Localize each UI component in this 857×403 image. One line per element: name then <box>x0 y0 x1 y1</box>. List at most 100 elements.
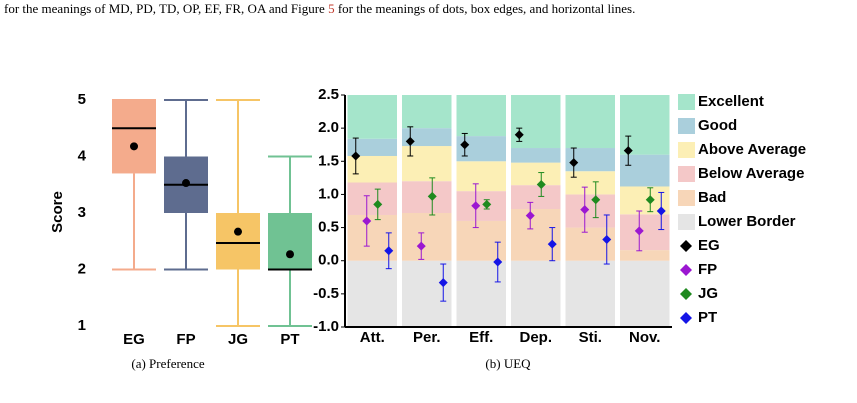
legend-marker <box>680 312 692 324</box>
benchmark-band <box>347 182 397 215</box>
y-tick-label: 2 <box>78 260 86 277</box>
mean <box>182 179 190 188</box>
x-tick-label: JG <box>228 331 248 348</box>
mean-marker <box>416 241 426 251</box>
y-tick-label: 1.5 <box>318 152 339 169</box>
mean-marker <box>547 239 557 249</box>
mean-marker <box>362 216 372 226</box>
legend-swatch <box>678 214 695 230</box>
x-tick-label: Nov. <box>629 329 660 346</box>
benchmark-band <box>511 185 561 210</box>
y-tick-label: 0.5 <box>318 219 339 236</box>
y-tick-label: -1.0 <box>313 318 339 335</box>
benchmark-band <box>402 146 452 182</box>
legend-label: JG <box>698 285 718 302</box>
benchmark-band <box>511 162 561 186</box>
x-tick-label: Att. <box>360 329 385 346</box>
caption: (b) UEQ <box>485 356 531 371</box>
x-tick-label: Per. <box>413 329 441 346</box>
y-tick-label: 1.0 <box>318 185 339 202</box>
benchmark-band <box>402 212 452 261</box>
legend-label: Bad <box>698 189 726 206</box>
y-tick-label: 2.5 <box>318 86 339 103</box>
benchmark-band <box>347 155 397 183</box>
mean-marker <box>427 191 437 201</box>
mean-marker <box>373 199 383 209</box>
benchmark-band <box>620 260 670 327</box>
y-tick-label: -0.5 <box>313 285 339 302</box>
mean-marker <box>482 199 492 209</box>
legend-label: Above Average <box>698 141 806 158</box>
benchmark-band <box>620 250 670 261</box>
benchmark-band <box>511 260 561 327</box>
mean-marker <box>438 278 448 288</box>
legend-swatch <box>678 118 695 134</box>
benchmark-band <box>456 191 506 221</box>
legend-label: Good <box>698 117 737 134</box>
benchmark-band <box>456 260 506 327</box>
mean-marker <box>384 246 394 256</box>
benchmark-band <box>565 148 615 172</box>
x-tick-label: EG <box>123 331 145 348</box>
mean-marker <box>645 195 655 205</box>
mean-marker <box>602 235 612 245</box>
benchmark-band <box>511 209 561 261</box>
benchmark-band <box>565 260 615 327</box>
y-tick-label: 0.0 <box>318 252 339 269</box>
benchmark-band <box>456 95 506 137</box>
benchmark-band <box>620 154 670 187</box>
mean-marker <box>569 158 579 168</box>
x-tick-label: FP <box>176 331 195 348</box>
mean-marker <box>634 226 644 236</box>
figure-ref[interactable]: 5 <box>328 1 335 16</box>
benchmark-band <box>565 227 615 261</box>
caption: (a) Preference <box>131 356 204 371</box>
mean-marker <box>536 179 546 189</box>
mean-marker <box>460 140 470 150</box>
legend-marker <box>680 264 692 276</box>
benchmark-band <box>620 214 670 251</box>
benchmark-band <box>565 194 615 228</box>
mean-marker <box>351 151 361 161</box>
y-tick-label: 1 <box>78 317 86 334</box>
legend-label: PT <box>698 309 717 326</box>
header-before: for the meanings of MD, PD, TD, OP, EF, … <box>4 1 328 16</box>
legend-label: Excellent <box>698 93 764 110</box>
y-tick-label: 5 <box>78 91 86 108</box>
legend-label: FP <box>698 261 717 278</box>
mean-marker <box>471 201 481 211</box>
benchmark-band <box>347 260 397 327</box>
benchmark-band <box>402 181 452 213</box>
x-tick-label: PT <box>280 331 299 348</box>
legend-marker <box>680 240 692 252</box>
mean-marker <box>525 211 535 221</box>
benchmark-band <box>456 220 506 261</box>
benchmark-band <box>456 136 506 162</box>
box <box>268 213 312 270</box>
benchmark-band <box>402 260 452 327</box>
y-tick-label: 4 <box>78 147 87 164</box>
benchmark-band <box>620 95 670 155</box>
legend-label: EG <box>698 237 720 254</box>
mean-marker <box>405 136 415 146</box>
y-tick-label: 3 <box>78 204 86 221</box>
legend-label: Lower Border <box>698 213 796 230</box>
x-tick-label: Sti. <box>579 329 602 346</box>
x-tick-label: Eff. <box>469 329 493 346</box>
x-tick-label: Dep. <box>519 329 552 346</box>
legend-swatch <box>678 142 695 158</box>
mean-marker <box>493 257 503 267</box>
legend-marker <box>680 288 692 300</box>
benchmark-band <box>511 148 561 163</box>
legend-swatch <box>678 166 695 182</box>
mean <box>234 227 242 236</box>
header-after: for the meanings of dots, box edges, and… <box>335 1 636 16</box>
box <box>112 100 156 174</box>
legend-label: Below Average <box>698 165 804 182</box>
mean-marker <box>514 130 524 140</box>
benchmark-band <box>402 95 452 129</box>
mean <box>286 250 294 259</box>
benchmark-band <box>511 95 561 149</box>
mean-marker <box>623 146 633 156</box>
